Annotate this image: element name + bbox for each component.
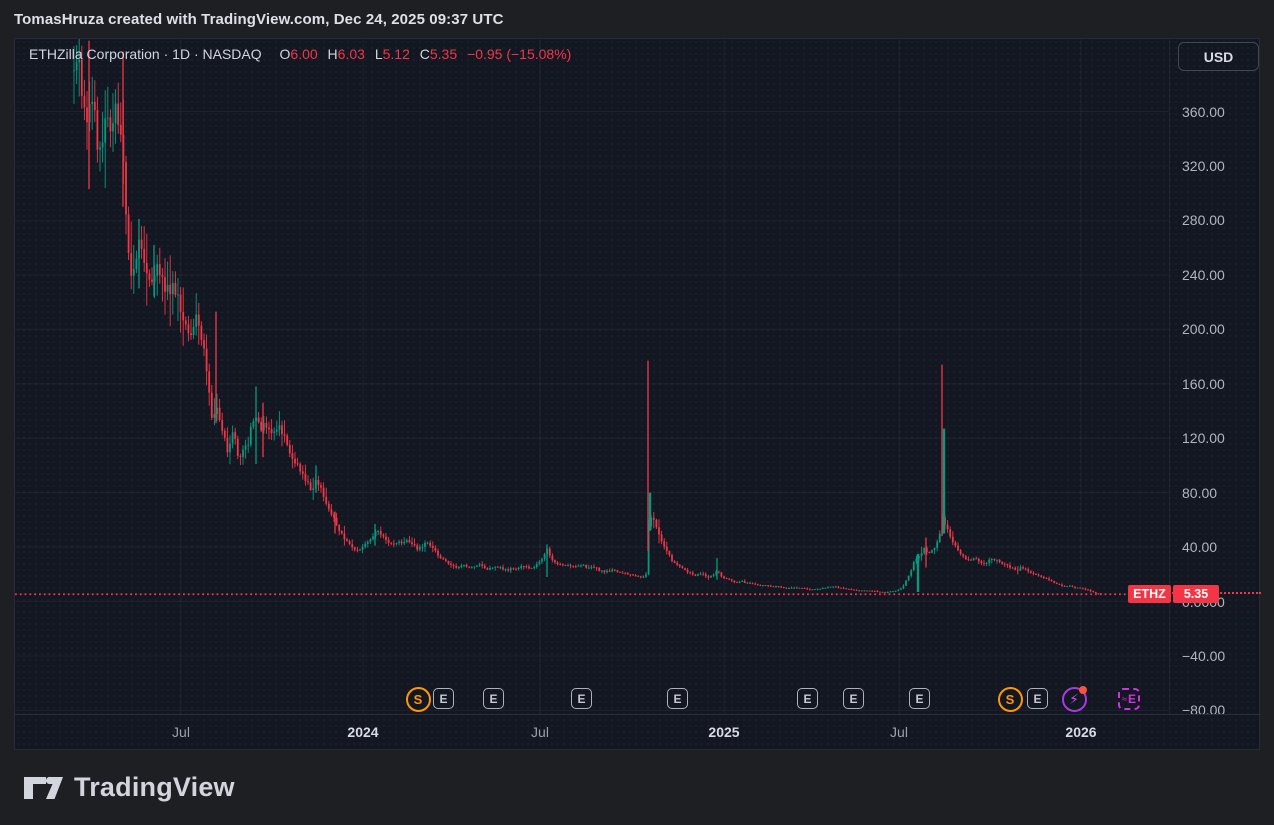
time-axis-label-month: Jul — [531, 724, 549, 740]
time-axis-label-year: 2024 — [347, 724, 379, 740]
event-letter: ⚡ — [1069, 690, 1079, 707]
price-axis-label: 160.00 — [1182, 375, 1225, 392]
event-letter: E — [673, 691, 682, 706]
split-event-icon[interactable]: S — [997, 686, 1023, 712]
last-price-badge: 5.35 — [1173, 585, 1219, 603]
price-axis[interactable]: 360.00 320.00 280.00 240.00 200.00 160.00 120.… — [1169, 39, 1261, 718]
earnings-event-icon[interactable]: E — [843, 688, 864, 709]
event-letter: E — [1033, 691, 1042, 706]
legend-close: C5.35 — [419, 46, 458, 62]
notification-dot — [1078, 685, 1087, 694]
earnings-event-icon[interactable]: E — [797, 688, 818, 709]
event-letter: S — [1005, 691, 1015, 707]
symbol-legend[interactable]: ETHZilla Corporation · 1D · NASDAQ O6.00… — [29, 46, 577, 62]
event-letter: E — [489, 691, 498, 706]
legend-low: L5.12 — [374, 46, 410, 62]
candles — [73, 39, 1102, 595]
price-axis-label: 280.00 — [1182, 212, 1225, 229]
event-letter: S — [413, 691, 423, 707]
time-axis-label-month: Jul — [890, 724, 908, 740]
event-letter: E — [1127, 692, 1136, 706]
time-axis-label-year: 2026 — [1065, 724, 1097, 740]
earnings-event-icon[interactable]: E — [571, 688, 592, 709]
gridlines — [15, 39, 1169, 714]
earnings-event-icon[interactable]: E — [483, 688, 504, 709]
lightning-event-icon[interactable]: ⚡ — [1061, 685, 1087, 712]
chart-pane[interactable]: ETHZilla Corporation · 1D · NASDAQ O6.00… — [14, 38, 1261, 751]
annotation-text: TomasHruza created with TradingView.com,… — [14, 10, 504, 28]
price-axis-label: 200.00 — [1182, 321, 1225, 338]
price-axis-label: 360.00 — [1182, 103, 1225, 120]
footer-bar: TradingView — [0, 750, 1274, 825]
currency-button[interactable]: USD — [1178, 42, 1259, 71]
earnings-event-icon[interactable]: E — [433, 688, 454, 709]
price-axis-label: 80.00 — [1182, 484, 1218, 501]
price-axis-label: 240.00 — [1182, 266, 1225, 283]
legend-open: O6.00 — [279, 46, 318, 62]
annotation-bar: TomasHruza created with TradingView.com,… — [0, 0, 1274, 38]
symbol-badge: ETHZ — [1128, 585, 1171, 603]
tradingview-logo-icon[interactable] — [22, 774, 64, 802]
upcoming-earnings-icon[interactable]: ≈ E — [1118, 688, 1140, 710]
event-letter: E — [803, 691, 812, 706]
time-axis-label-month: Jul — [172, 724, 190, 740]
candlestick-plot[interactable] — [15, 39, 1169, 714]
legend-title: ETHZilla Corporation · 1D · NASDAQ — [29, 46, 262, 62]
price-axis-label: −40.00 — [1182, 647, 1226, 664]
legend-high: H6.03 — [327, 46, 365, 62]
price-axis-label: 120.00 — [1182, 430, 1225, 447]
time-axis-label-year: 2025 — [708, 724, 740, 740]
tradingview-brand-text[interactable]: TradingView — [74, 772, 235, 802]
event-letter: E — [577, 691, 586, 706]
event-letter: E — [849, 691, 858, 706]
approx-mark: ≈ — [1122, 694, 1127, 704]
earnings-event-icon[interactable]: E — [667, 688, 688, 709]
earnings-event-icon[interactable]: E — [909, 688, 930, 709]
event-markers-row: S E E E E E E E S E ⚡ ≈ E — [15, 39, 1261, 714]
legend-change: −0.95 (−15.08%) — [467, 46, 572, 62]
split-event-icon[interactable]: S — [405, 686, 431, 712]
event-letter: E — [439, 691, 448, 706]
time-axis[interactable]: Jul 2024 Jul 2025 Jul 2026 — [15, 714, 1261, 751]
price-axis-label: 320.00 — [1182, 157, 1225, 174]
event-letter: E — [915, 691, 924, 706]
earnings-event-icon[interactable]: E — [1027, 688, 1048, 709]
price-axis-label: 40.00 — [1182, 539, 1218, 556]
spike-wicks — [88, 40, 946, 592]
